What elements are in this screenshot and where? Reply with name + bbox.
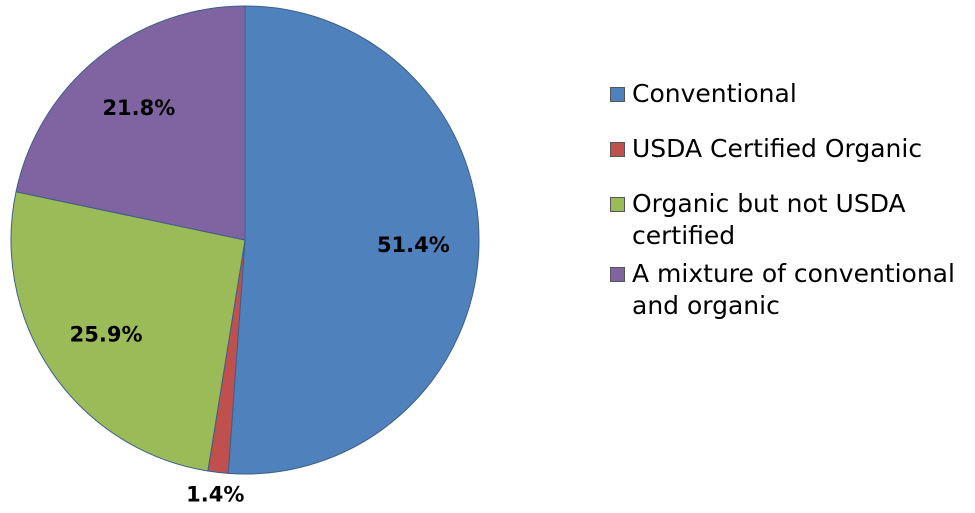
data-label: 21.8% — [102, 96, 175, 120]
pie-slice — [15, 5, 246, 241]
data-label: 51.4% — [377, 233, 450, 257]
legend-swatch — [610, 267, 625, 282]
legend-swatch — [610, 197, 625, 212]
legend-swatch — [610, 142, 625, 157]
legend-item: Organic but not USDA certified — [610, 188, 970, 252]
pie-slice — [227, 5, 480, 475]
pie-slice — [10, 191, 246, 472]
legend-item: Conventional — [610, 78, 970, 110]
legend: Conventional USDA Certified Organic Organi… — [610, 78, 970, 345]
legend-label: A mixture of conventional and organic — [632, 259, 955, 320]
legend-label: Conventional — [632, 79, 797, 108]
legend-item: A mixture of conventional and organic — [610, 258, 970, 322]
legend-label: Organic but not USDA certified — [632, 189, 906, 250]
data-label: 1.4% — [186, 483, 244, 507]
legend-label: USDA Certified Organic — [632, 134, 923, 163]
legend-swatch — [610, 87, 625, 102]
data-label: 25.9% — [70, 322, 143, 346]
legend-item: USDA Certified Organic — [610, 133, 970, 165]
